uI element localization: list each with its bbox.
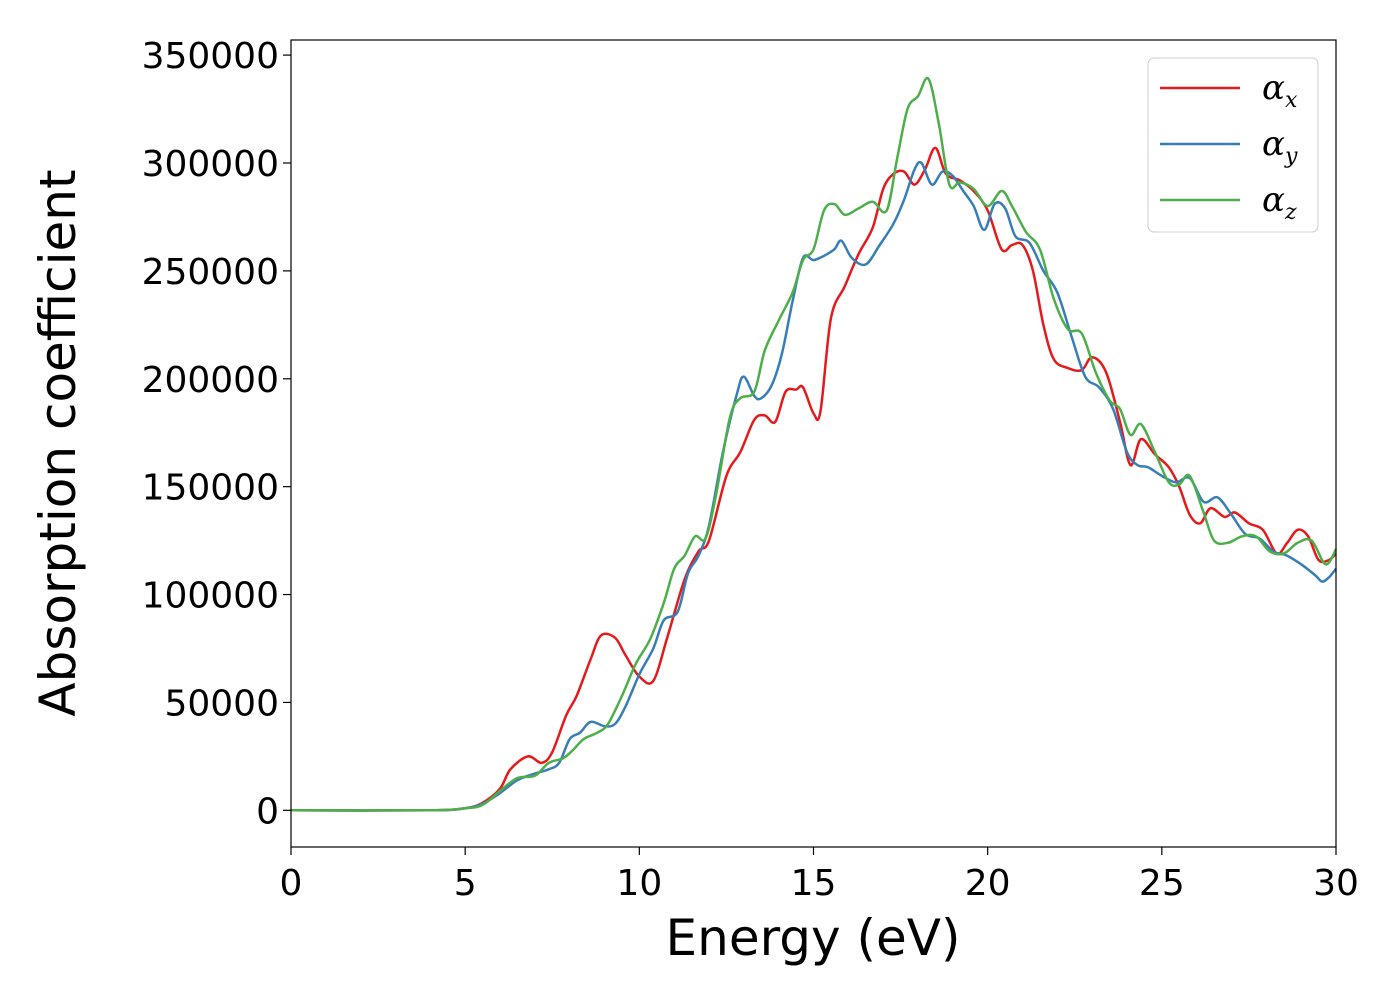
x-axis: 0 5 10 15 20 25 30: [280, 847, 1359, 904]
y-axis: 0 50000 100000 150000 200000 250000 300000 3500…: [142, 36, 291, 832]
x-tick-label: 5: [454, 863, 477, 904]
x-tick-label: 30: [1313, 863, 1359, 904]
legend: αx αy αz: [1147, 57, 1319, 233]
x-tick-label: 0: [280, 863, 303, 904]
y-tick-label: 300000: [142, 144, 279, 185]
x-tick-label: 15: [791, 863, 837, 904]
x-tick-label: 25: [1139, 863, 1185, 904]
x-axis-title: Energy (eV): [666, 909, 961, 967]
legend-label-y: αy: [1262, 124, 1298, 169]
y-tick-label: 150000: [142, 468, 279, 509]
y-axis-title: Absorption coefficient: [29, 169, 87, 716]
y-tick-label: 200000: [142, 360, 279, 401]
legend-label-z: αz: [1262, 180, 1297, 225]
y-tick-label: 100000: [142, 576, 279, 617]
legend-label-x: αx: [1262, 68, 1298, 113]
y-tick-label: 0: [256, 791, 279, 832]
series-line-z: [290, 76, 1338, 812]
x-tick-label: 10: [616, 863, 662, 904]
y-tick-label: 250000: [142, 252, 279, 293]
series-layer: [290, 76, 1338, 812]
series-line-x: [290, 146, 1337, 812]
x-tick-label: 20: [965, 863, 1011, 904]
y-tick-label: 350000: [142, 36, 279, 77]
y-tick-label: 50000: [164, 683, 279, 724]
